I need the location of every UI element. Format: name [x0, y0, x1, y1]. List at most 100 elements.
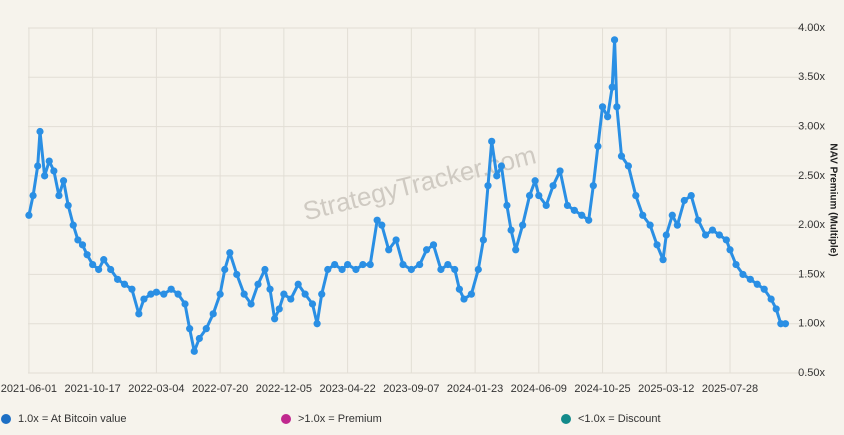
point	[50, 167, 58, 175]
x-tick-label: 2021-10-17	[65, 383, 121, 395]
legend-label: 1.0x = At Bitcoin value	[18, 413, 127, 425]
point	[422, 246, 431, 254]
point	[352, 265, 360, 274]
x-tick-label: 2023-09-07	[383, 383, 439, 395]
point	[416, 260, 424, 269]
point	[585, 216, 593, 224]
point	[216, 290, 224, 298]
point	[531, 177, 539, 185]
point	[287, 295, 295, 303]
point	[359, 260, 367, 269]
point	[556, 167, 564, 175]
legend-swatch	[1, 414, 11, 424]
point	[254, 280, 262, 288]
point	[318, 290, 326, 298]
point	[128, 285, 136, 293]
point	[280, 290, 288, 298]
point	[668, 211, 676, 219]
point	[275, 305, 283, 313]
point	[479, 236, 487, 244]
x-tick-label: 2022-07-20	[192, 383, 248, 395]
point	[549, 182, 557, 190]
point	[95, 265, 103, 274]
point	[746, 275, 754, 283]
point	[294, 280, 302, 288]
point	[680, 196, 688, 205]
point	[221, 265, 229, 274]
point	[34, 162, 42, 170]
x-tick-label: 2022-03-04	[128, 383, 184, 395]
point	[324, 265, 332, 274]
point	[578, 211, 586, 219]
point	[589, 182, 597, 190]
point	[190, 347, 198, 355]
point	[726, 246, 734, 254]
point	[460, 295, 468, 303]
point	[41, 172, 49, 180]
point	[594, 142, 602, 150]
point	[399, 260, 407, 269]
point	[694, 216, 702, 224]
point	[308, 300, 317, 308]
x-tick-label: 2024-06-09	[511, 383, 567, 395]
point	[160, 290, 168, 298]
y-tick-label: 2.00x	[798, 219, 825, 231]
point	[69, 221, 77, 229]
point	[659, 256, 667, 264]
point	[55, 191, 63, 200]
point	[247, 300, 255, 308]
point	[167, 285, 175, 293]
point	[687, 191, 695, 200]
point	[767, 295, 775, 303]
point	[653, 241, 661, 249]
point	[385, 246, 393, 254]
point	[610, 36, 619, 44]
point	[617, 152, 626, 160]
point	[226, 249, 234, 257]
point	[673, 221, 681, 229]
point	[301, 290, 309, 298]
point	[407, 265, 415, 274]
point	[739, 270, 747, 279]
point	[525, 191, 534, 200]
point	[240, 290, 248, 298]
point	[78, 241, 87, 249]
point	[195, 334, 203, 343]
x-tick-label: 2021-06-01	[1, 383, 57, 395]
legend-item[interactable]: <1.0x = Discount	[561, 413, 661, 425]
point	[542, 201, 550, 210]
point	[467, 290, 475, 298]
point	[488, 137, 496, 145]
point	[484, 182, 492, 190]
point	[608, 83, 616, 91]
point	[135, 310, 143, 318]
x-tick-label: 2024-10-25	[574, 383, 630, 395]
y-tick-label: 2.50x	[798, 170, 825, 182]
point	[202, 325, 210, 333]
legend-item[interactable]: 1.0x = At Bitcoin value	[1, 413, 127, 425]
point	[598, 103, 607, 111]
point	[107, 265, 115, 274]
y-tick-label: 4.00x	[798, 22, 825, 34]
point	[512, 246, 520, 254]
point	[120, 280, 129, 288]
point	[113, 275, 122, 283]
point	[64, 201, 72, 210]
point	[152, 288, 160, 296]
point	[715, 231, 723, 239]
point	[437, 265, 445, 274]
point	[772, 305, 780, 313]
point	[708, 226, 717, 234]
y-axis-title: NAV Premium (Multiple)	[827, 143, 838, 256]
legend-item[interactable]: >1.0x = Premium	[281, 413, 382, 425]
legend-label: >1.0x = Premium	[298, 413, 382, 425]
point	[174, 290, 182, 298]
point	[493, 172, 501, 180]
point	[140, 295, 148, 303]
point	[100, 256, 108, 264]
legend-label: <1.0x = Discount	[578, 413, 661, 425]
point	[613, 103, 621, 111]
point	[45, 157, 53, 165]
point	[378, 221, 386, 229]
